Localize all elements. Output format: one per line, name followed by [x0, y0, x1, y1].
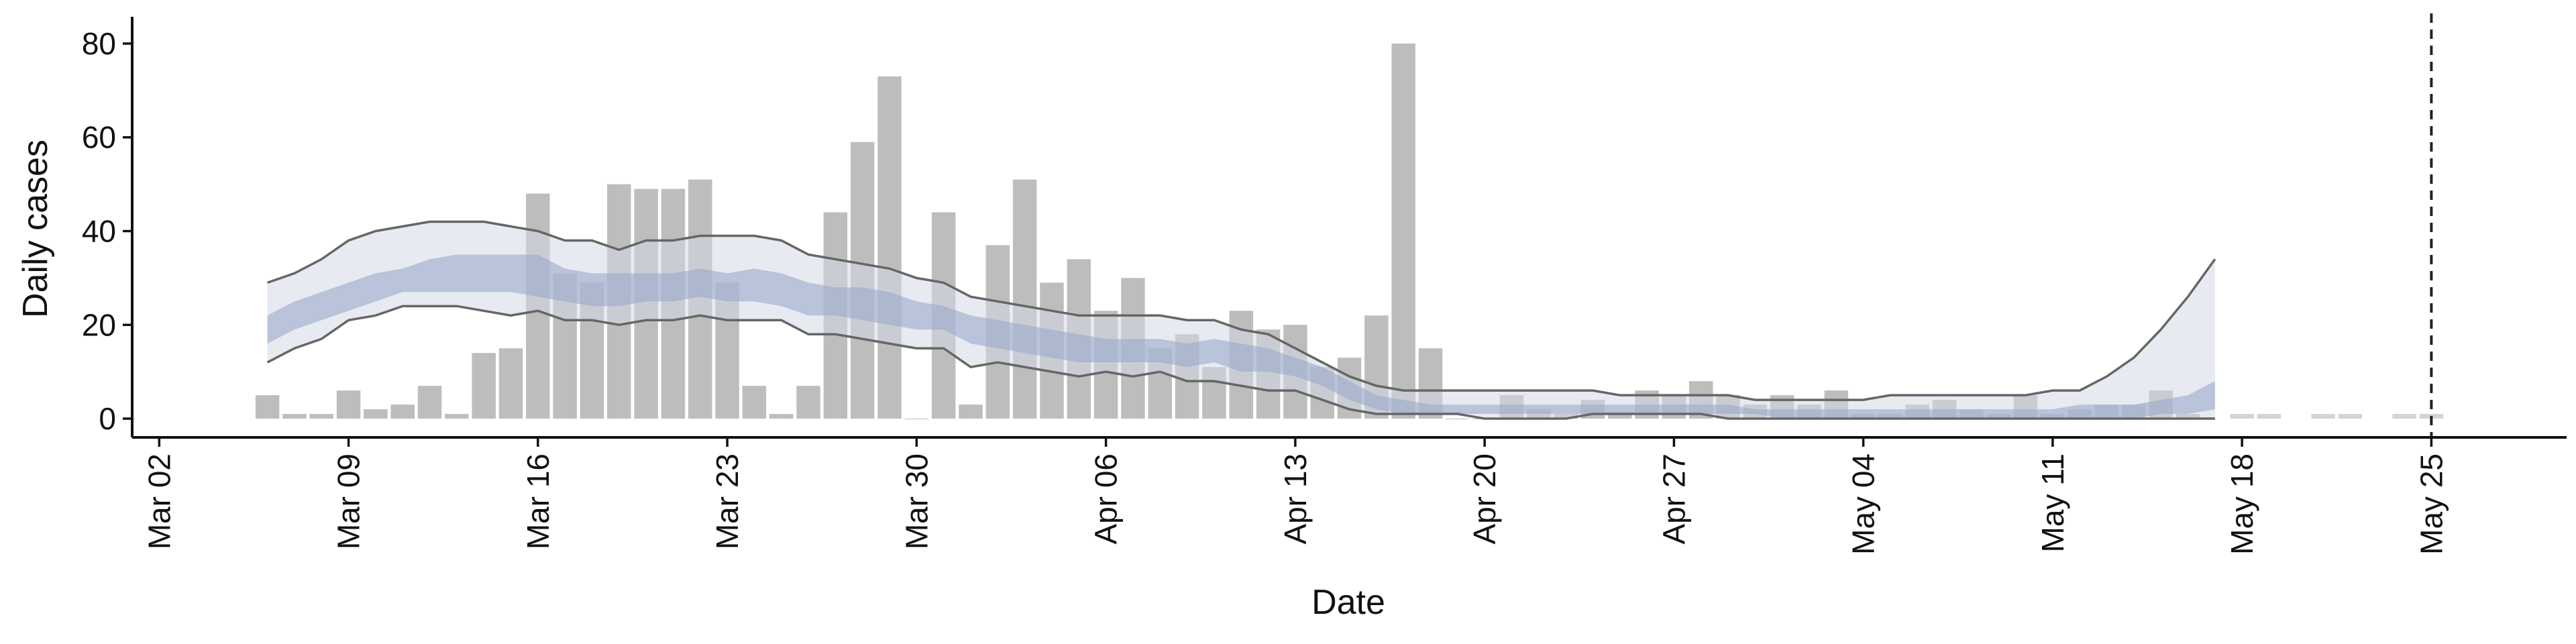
bar: [1012, 179, 1037, 419]
x-tick-label: Apr 27: [1656, 453, 1691, 545]
y-tick-label: 60: [82, 120, 116, 155]
y-tick-label: 80: [82, 26, 116, 61]
bar: [769, 414, 794, 419]
bar: [877, 76, 902, 419]
y-tick-label: 40: [82, 213, 116, 248]
bar: [1391, 43, 1415, 419]
bar: [2230, 414, 2254, 419]
y-axis-label: Daily cases: [16, 140, 55, 318]
y-tick-label: 0: [99, 401, 116, 436]
bar: [390, 405, 415, 419]
x-tick-label: May 25: [2414, 453, 2449, 555]
bar: [2338, 414, 2363, 419]
bar: [255, 395, 280, 419]
bar: [309, 414, 333, 419]
x-tick-label: Mar 16: [521, 453, 555, 549]
x-tick-label: Mar 30: [899, 453, 934, 549]
bar: [2257, 414, 2282, 419]
x-tick-label: May 04: [1846, 453, 1881, 555]
x-tick-label: Mar 23: [710, 453, 745, 549]
bar: [364, 409, 388, 419]
bar: [959, 405, 983, 419]
bar: [282, 414, 307, 419]
x-tick-label: Mar 09: [331, 453, 366, 549]
x-tick-label: Apr 06: [1089, 453, 1124, 545]
x-tick-label: May 18: [2224, 453, 2259, 555]
band-inner: [267, 254, 2215, 419]
bar: [1607, 414, 1632, 419]
bar: [796, 386, 820, 419]
bar: [336, 390, 361, 419]
band-line: [266, 305, 2215, 420]
x-tick-label: Mar 02: [142, 453, 176, 549]
bar: [417, 386, 442, 419]
y-tick-label: 20: [82, 307, 116, 342]
band-line: [267, 220, 2216, 401]
x-axis-label: Date: [1311, 583, 1385, 622]
bar: [742, 386, 767, 419]
bar: [472, 353, 496, 419]
bar: [2392, 414, 2416, 419]
bar: [445, 414, 469, 419]
bar: [498, 348, 523, 419]
x-tick-label: Apr 20: [1467, 453, 1502, 545]
x-tick-label: May 11: [2035, 453, 2070, 552]
bar: [2311, 414, 2335, 419]
x-tick-label: Apr 13: [1278, 453, 1313, 545]
